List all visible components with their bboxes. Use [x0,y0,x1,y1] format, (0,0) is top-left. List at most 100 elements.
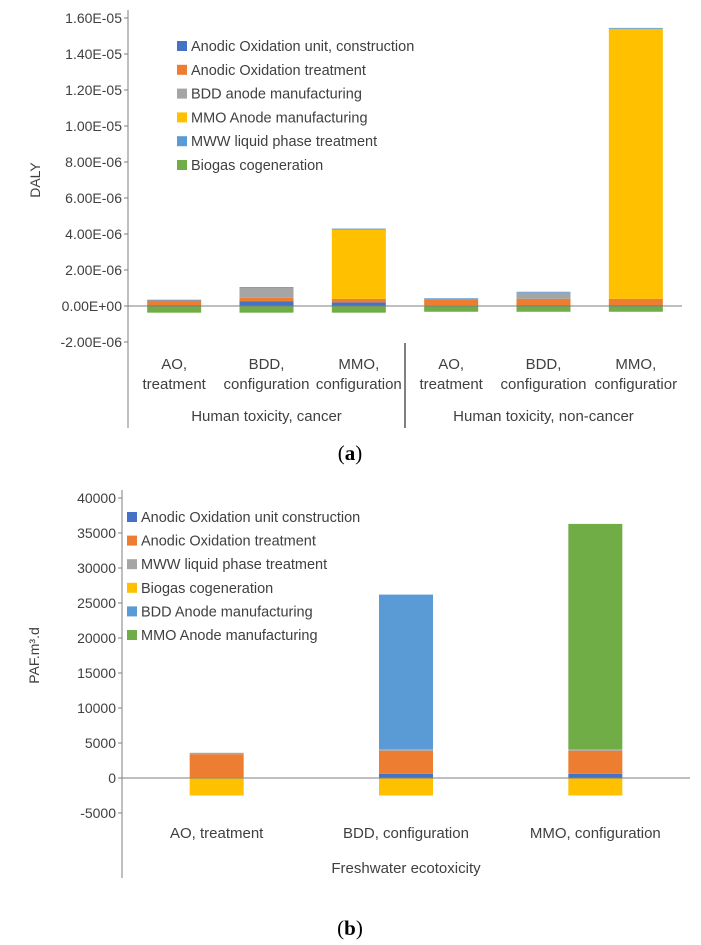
category-label: configuration [224,376,310,393]
chart-b: -5000 0 5000 10000 15000 20000 25000 30000 35000… [26,490,690,878]
y-tick-label: 1.60E-05 [65,10,122,26]
y-tick-label: 15000 [77,665,116,681]
bar-segment [568,778,623,796]
y-tick-label: 35000 [77,525,116,541]
legend-swatch [177,41,187,51]
category-label: treatment [142,376,206,393]
category-label: MMO, configuration [530,825,661,842]
legend-label: Anodic Oxidation unit, construction [191,39,414,55]
bar-segment [239,301,294,306]
bar-segment [424,299,479,306]
legend-label: MWW liquid phase treatment [141,557,327,573]
legend-label: MMO Anode manufacturing [141,628,318,644]
group-label: Freshwater ecotoxicity [331,860,481,877]
legend-swatch [127,582,137,593]
y-axis-title: DALY [27,162,43,198]
bar-segment [568,773,623,778]
category-label: BDD, configuration [343,825,469,842]
legend-swatch [127,535,137,546]
bar-segment [379,773,433,778]
bar-segment [331,302,386,306]
bar-segment [147,306,202,313]
legend-label: BDD Anode manufacturing [141,604,313,620]
bar-segment [516,306,571,312]
bar-segment [516,291,571,293]
caption-b: (b) [337,916,363,940]
category-label: MMO, [338,356,379,373]
bar-segment [568,750,623,774]
y-tick-label: 5000 [85,735,116,751]
category-label: AO, treatment [170,825,264,842]
category-label: AO, [438,356,464,373]
category-label: treatment [419,376,483,393]
legend-swatch [177,64,187,75]
bar-segment [424,298,479,300]
bar-segment [516,298,571,306]
y-tick-label: 0 [108,770,116,786]
legend-swatch [177,112,187,123]
bar-segment [379,594,433,750]
bar-segment [147,300,202,306]
bar-segment [379,778,433,796]
legend-label: Anodic Oxidation treatment [141,534,316,550]
bar-segment [568,749,623,751]
legend-swatch [127,606,137,617]
legend-swatch [177,136,187,147]
y-tick-label: -2.00E-06 [61,334,123,350]
category-label: configuration [501,376,587,393]
bar-segment [379,749,433,751]
legend-label: MMO Anode manufacturing [191,110,368,126]
bar-segment [516,292,571,299]
y-tick-label: 1.20E-05 [65,82,122,98]
caption-a-letter: a [345,441,356,465]
y-tick-label: 30000 [77,560,116,576]
y-tick-label: 0.00E+00 [62,298,123,314]
bar-segment [379,750,433,774]
legend-swatch [127,630,137,640]
y-tick-label: 8.00E-06 [65,154,122,170]
category-label: BDD, [526,356,562,373]
group-label: Human toxicity, non-cancer [453,408,634,425]
bar-segment [331,229,386,299]
bar-segment [424,306,479,312]
y-tick-label: 20000 [77,630,116,646]
y-tick-label: 2.00E-06 [65,262,122,278]
category-label: configuratior [595,376,678,393]
legend-label: MWW liquid phase treatment [191,134,377,150]
category-label: BDD, [249,356,285,373]
y-tick-label: 40000 [77,490,116,506]
y-axis-title: PAF.m³.d [26,627,42,684]
bar-segment [239,306,294,313]
category-label: AO, [161,356,187,373]
bar-segment [239,287,294,288]
y-tick-label: 25000 [77,595,116,611]
legend-swatch [177,160,187,170]
legend-swatch [177,88,187,99]
bar-segment [608,306,663,312]
bar-segment [608,28,663,299]
bar-segment [331,306,386,313]
category-label: MMO, [615,356,656,373]
caption-b-letter: b [344,916,356,940]
group-label: Human toxicity, cancer [191,408,342,425]
bar-segment [189,778,244,796]
legend-swatch [127,512,137,522]
bar-segment [331,298,386,303]
bar-segment [331,228,386,230]
bar-segment [608,27,663,29]
legend-label: Anodic Oxidation treatment [191,63,366,79]
chart-a: -2.00E-06 0.00E+00 2.00E-06 4.00E-06 6.00E-0… [27,10,682,428]
legend-swatch [127,559,137,570]
bar-segment [189,752,244,755]
category-label: configuration [316,376,402,393]
y-tick-label: 1.00E-05 [65,118,122,134]
legend-label: Anodic Oxidation unit construction [141,510,360,526]
y-tick-label: 10000 [77,700,116,716]
y-tick-label: 6.00E-06 [65,190,122,206]
legend-label: Biogas cogeneration [191,158,323,174]
legend-label: Biogas cogeneration [141,581,273,597]
bar-segment [147,299,202,301]
y-tick-label: 4.00E-06 [65,226,122,242]
bar-segment [189,754,244,778]
caption-a: (a) [338,441,363,465]
